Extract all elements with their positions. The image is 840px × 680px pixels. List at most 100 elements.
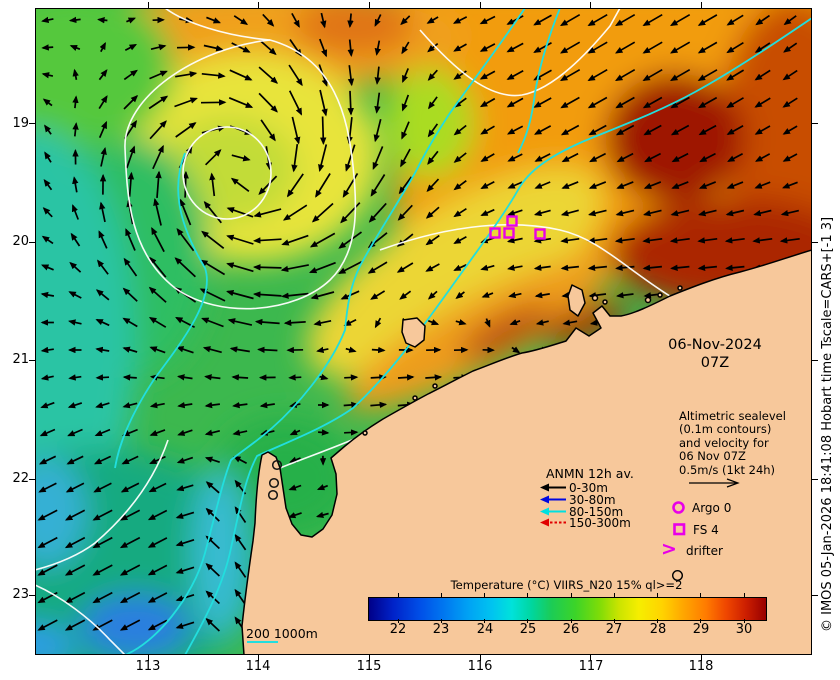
y-tick-label: 21 <box>12 352 29 367</box>
colorbar-tick-label: 25 <box>519 622 537 637</box>
argo-label: Argo 0 <box>692 501 732 515</box>
station-markers <box>267 215 546 501</box>
colorbar-tick <box>657 619 658 623</box>
tick-mark <box>590 2 592 8</box>
drifter-label: drifter <box>686 544 723 558</box>
colorbar-tick <box>657 593 658 597</box>
colorbar-tick-label: 22 <box>389 622 407 637</box>
current-arrow-80-150m-icon <box>540 507 568 516</box>
tick-mark <box>700 2 702 8</box>
x-tick-label: 116 <box>467 659 493 674</box>
date-annotation: 06-Nov-2024 07Z <box>650 336 780 372</box>
colorbar-tick <box>700 619 702 623</box>
anmn-legend-title: ANMN 12h av. <box>546 466 634 481</box>
colorbar-tick <box>484 593 485 597</box>
tick-mark <box>590 655 592 661</box>
velocity-arrows <box>37 12 800 633</box>
fs-station-marker <box>489 227 501 239</box>
colorbar-tick <box>527 593 529 597</box>
colorbar-tick <box>527 619 529 623</box>
y-tick-label: 19 <box>12 116 29 131</box>
tick-mark <box>812 359 818 361</box>
date-line2: 07Z <box>700 355 730 371</box>
altimetric-line: 06 Nov 07Z <box>679 449 746 464</box>
tick-mark <box>29 359 35 361</box>
current-arrow-0-30m-icon <box>540 483 568 492</box>
current-arrow-30-80m-icon <box>540 495 568 504</box>
colorbar-tick <box>613 619 615 623</box>
anmn-depth-label: 80-150m <box>569 505 624 519</box>
fs-station-marker <box>534 228 546 240</box>
colorbar-tick <box>484 619 485 623</box>
tick-mark <box>29 594 35 596</box>
tick-mark <box>812 594 818 596</box>
fs-marker-icon <box>673 523 686 536</box>
tick-mark <box>368 655 370 661</box>
anmn-depth-label: 150-300m <box>569 516 631 530</box>
colorbar-tick-label: 26 <box>562 622 580 637</box>
temperature-colorbar <box>368 597 767 621</box>
mooring-station-marker <box>268 477 280 489</box>
colorbar-tick <box>397 593 399 597</box>
tick-mark <box>812 123 818 124</box>
tick-mark <box>812 478 818 480</box>
mooring-station-marker <box>271 459 283 471</box>
colorbar-tick <box>743 619 745 623</box>
argo-float-icon <box>672 501 685 514</box>
fs-station-marker <box>503 227 515 239</box>
colorbar-tick-label: 27 <box>605 622 623 637</box>
colorbar-tick <box>570 619 572 623</box>
tick-mark <box>700 655 702 661</box>
map-canvas <box>35 8 812 655</box>
date-line1: 06-Nov-2024 <box>668 337 762 353</box>
tick-mark <box>29 123 35 124</box>
x-tick-label: 118 <box>688 659 714 674</box>
tick-mark <box>479 2 481 8</box>
current-arrow-150-300m-icon <box>540 518 568 527</box>
x-tick-label: 115 <box>356 659 382 674</box>
y-tick-label: 22 <box>12 471 29 486</box>
barrow-island <box>401 317 426 348</box>
isobath-scale-line <box>247 641 278 643</box>
colorbar-tick-label: 28 <box>649 622 667 637</box>
tick-mark <box>29 241 35 243</box>
bathymetry-contours <box>114 8 812 655</box>
altimetric-line: Altimetric sealevel <box>679 409 786 423</box>
tick-mark <box>257 655 259 661</box>
tick-mark <box>29 478 35 480</box>
tick-mark <box>147 655 149 661</box>
credit-text: © IMOS 05-Jan-2026 18:41:08 Hobart time … <box>820 216 835 632</box>
altimetric-line: (0.1m contours) <box>679 422 772 437</box>
colorbar-tick-label: 24 <box>476 622 494 637</box>
tick-mark <box>257 2 259 8</box>
colorbar-tick-label: 30 <box>735 622 753 637</box>
anmn-depth-label: 30-80m <box>569 493 616 507</box>
isobath-scale-label: 200 1000m <box>246 626 318 641</box>
map-frame <box>35 8 812 655</box>
tick-mark <box>368 2 370 8</box>
y-tick-label: 20 <box>12 234 29 249</box>
colorbar-tick <box>570 593 572 597</box>
fs-label: FS 4 <box>693 523 719 537</box>
x-tick-label: 114 <box>245 659 271 674</box>
colorbar-tick <box>440 593 442 597</box>
anmn-depth-label: 0-30m <box>569 481 608 495</box>
mainland <box>241 249 812 655</box>
velocity-scale-arrow-icon <box>689 478 740 488</box>
land-mass <box>241 249 812 655</box>
mooring-station-marker <box>267 489 279 501</box>
fs-station-marker <box>506 215 518 227</box>
altimetric-line: 0.5m/s (1kt 24h) <box>679 462 776 477</box>
mooring-circle-icon <box>671 569 684 582</box>
altimetric-line: and velocity for <box>679 435 769 450</box>
x-tick-label: 117 <box>578 659 604 674</box>
x-tick-label: 113 <box>135 659 161 674</box>
colorbar-tick <box>440 619 442 623</box>
tick-mark <box>147 2 149 8</box>
colorbar-tick <box>700 593 702 597</box>
tick-mark <box>479 655 481 661</box>
colorbar-tick <box>743 593 745 597</box>
y-tick-label: 23 <box>12 587 29 602</box>
colorbar-title: Temperature (°C) VIIRS_N20 15% ql>=2 <box>450 578 683 592</box>
